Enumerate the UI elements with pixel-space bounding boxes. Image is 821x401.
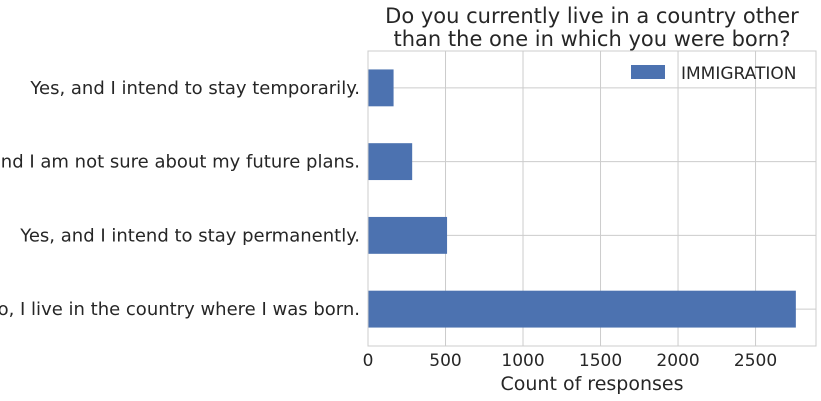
y-category-label: No, I live in the country where I was bo…	[0, 299, 360, 320]
x-tick-label: 500	[429, 351, 461, 371]
chart-title-line-1: Do you currently live in a country other	[385, 4, 799, 28]
legend-swatch	[631, 65, 665, 79]
y-category-label: Yes, and I am not sure about my future p…	[0, 152, 360, 173]
chart-title-line-2: than the one in which you were born?	[394, 27, 791, 51]
bar	[368, 216, 448, 254]
x-tick-label: 1500	[579, 351, 622, 371]
x-tick-label: 2000	[656, 351, 699, 371]
legend-label: IMMIGRATION	[681, 64, 796, 84]
bar	[368, 69, 394, 107]
y-category-label: Yes, and I intend to stay permanently.	[19, 225, 360, 246]
y-category-label: Yes, and I intend to stay temporarily.	[29, 78, 360, 99]
plot-frame	[367, 50, 817, 347]
x-tick-label: 1000	[501, 351, 544, 371]
x-axis-label: Count of responses	[500, 373, 683, 395]
legend: IMMIGRATION	[631, 64, 796, 84]
bar	[368, 143, 413, 181]
x-tick-label: 2500	[734, 351, 777, 371]
x-tick-label: 0	[363, 351, 374, 371]
bar	[368, 290, 796, 328]
